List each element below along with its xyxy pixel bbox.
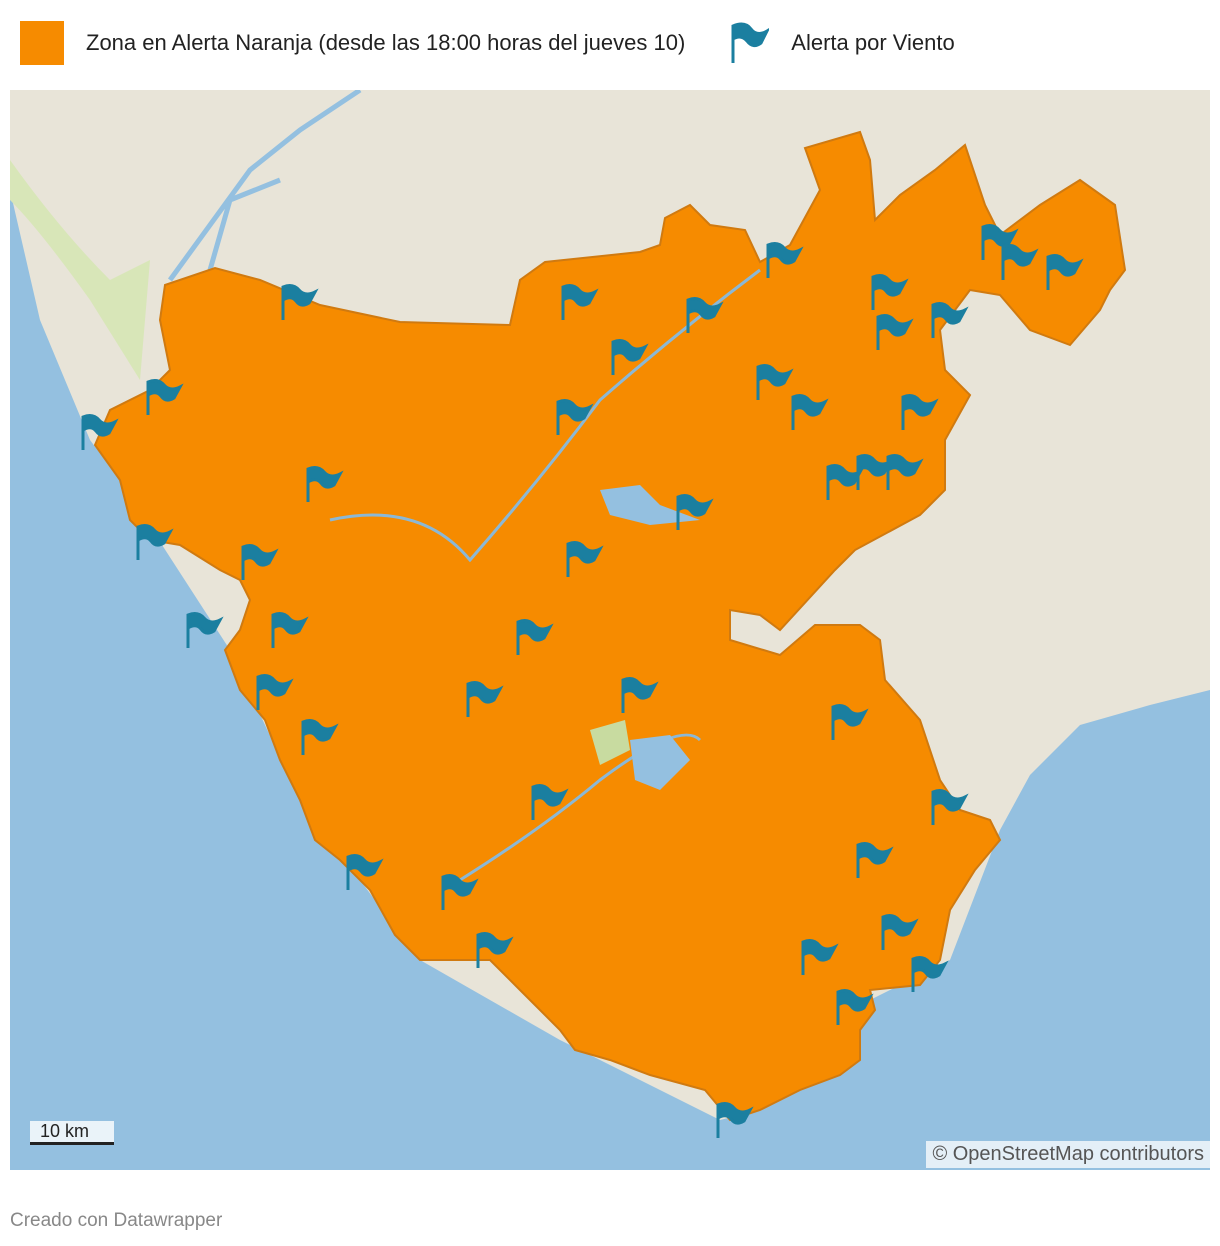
wind-alert-flag	[766, 242, 804, 278]
wind-alert-flag	[611, 339, 649, 375]
legend-label: Alerta por Viento	[791, 30, 955, 55]
wind-alert-flag	[306, 466, 344, 502]
attribution: © OpenStreetMap contributors	[926, 1141, 1210, 1168]
wind-alert-flag	[881, 914, 919, 950]
wind-alert-flag	[676, 494, 714, 530]
wind-alert-flag	[876, 314, 914, 350]
wind-alert-flag	[791, 394, 829, 430]
river	[167, 90, 362, 282]
wind-alert-flag	[886, 454, 924, 490]
wind-alert-flag	[1046, 254, 1084, 290]
wind-alert-flag	[556, 399, 594, 435]
wind-alert-flag	[346, 854, 384, 890]
wind-alert-flag	[136, 524, 174, 560]
map	[10, 90, 1210, 1170]
legend-label: Zona en Alerta Naranja (desde las 18:00 …	[86, 30, 686, 55]
wind-alert-flag	[871, 274, 909, 310]
wind-alert-flag	[831, 704, 869, 740]
river	[329, 268, 761, 882]
scale-bar: 10 km	[30, 1121, 114, 1145]
wind-alert-flag	[441, 874, 479, 910]
wind-alert-flag	[826, 464, 864, 500]
wind-alert-flag	[81, 414, 119, 450]
vegetation	[10, 160, 150, 380]
wind-alert-flag	[271, 612, 309, 648]
wind-alert-flag	[621, 677, 659, 713]
wind-alert-flag	[466, 681, 504, 717]
wind-alert-flag	[981, 224, 1019, 260]
alert-zone	[93, 130, 1127, 1122]
wind-alert-flag	[856, 842, 894, 878]
legend-item: Alerta por Viento	[725, 21, 955, 65]
wind-alert-flag	[836, 989, 874, 1025]
wind-alert-flag	[1001, 244, 1039, 280]
vegetation	[590, 720, 630, 765]
wind-alert-flag	[476, 932, 514, 968]
wind-alert-flag	[686, 297, 724, 333]
legend-item: Zona en Alerta Naranja (desde las 18:00 …	[20, 21, 685, 65]
wind-alert-flag	[931, 789, 969, 825]
wind-alert-flag	[516, 619, 554, 655]
legend-swatch	[20, 21, 64, 65]
wind-alert-flag	[301, 719, 339, 755]
wind-alert-flag	[716, 1102, 754, 1138]
flags	[81, 224, 1084, 1138]
wind-alert-flag	[256, 674, 294, 710]
legend: Zona en Alerta Naranja (desde las 18:00 …	[20, 20, 995, 66]
wind-alert-flag	[566, 541, 604, 577]
wind-alert-flag	[531, 784, 569, 820]
wind-alert-flag	[756, 364, 794, 400]
wind-alert-flag	[901, 394, 939, 430]
wind-alert-flag	[561, 284, 599, 320]
wind-alert-flag	[241, 544, 279, 580]
wind-alert-flag	[146, 379, 184, 415]
legend-flag	[731, 22, 770, 63]
wind-alert-flag	[911, 956, 949, 992]
wind-alert-flag	[186, 612, 224, 648]
wind-alert-flag	[801, 939, 839, 975]
wind-alert-flag	[856, 454, 894, 490]
wind-alert-flag	[931, 302, 969, 338]
footer: Creado con Datawrapper	[10, 1210, 223, 1231]
wind-alert-flag	[281, 284, 319, 320]
